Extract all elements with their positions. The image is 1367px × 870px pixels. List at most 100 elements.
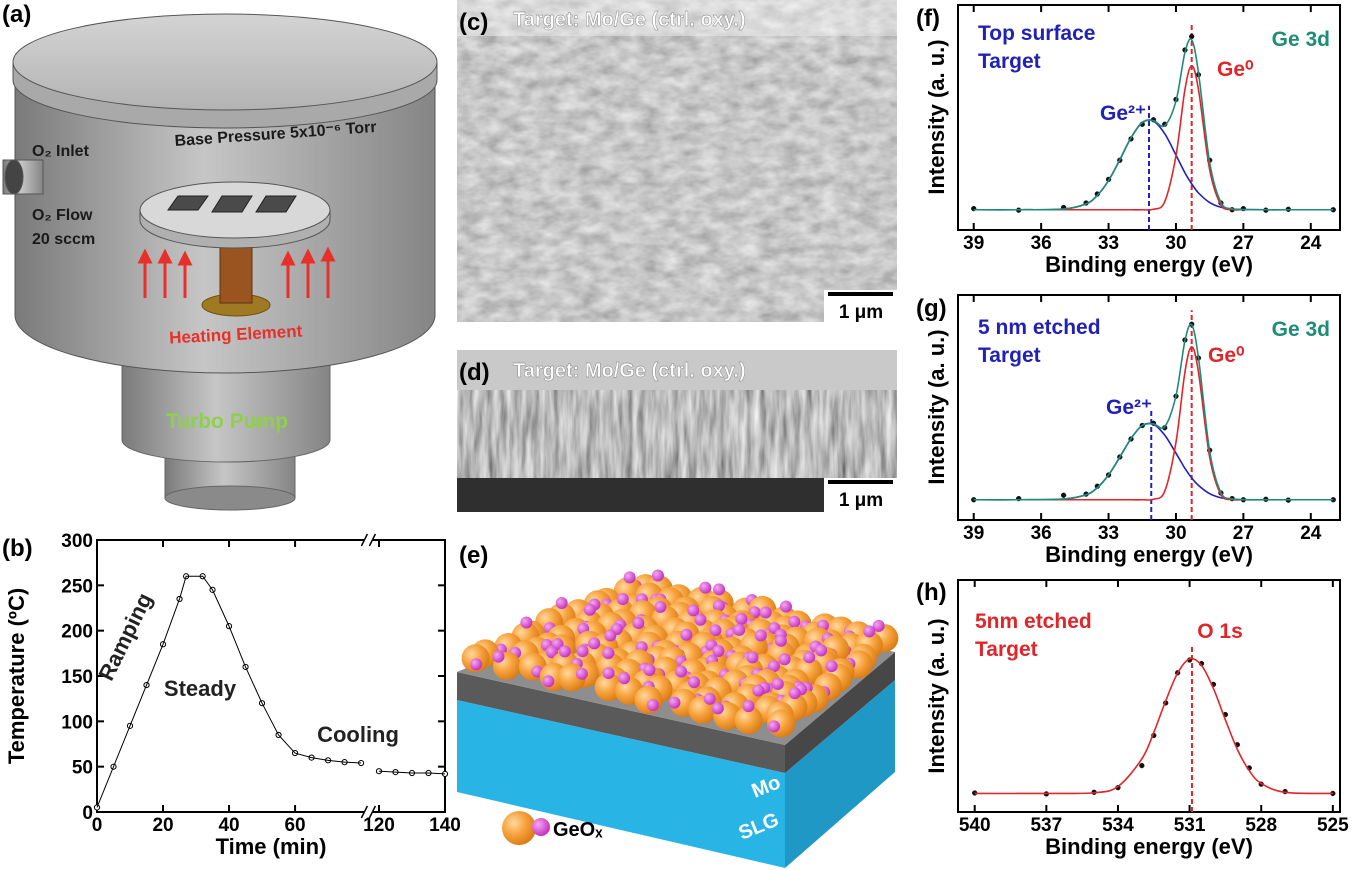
caption-band xyxy=(457,0,897,36)
panel-label: (f) xyxy=(916,5,940,32)
annotation: Ge²⁺ xyxy=(1106,396,1152,419)
x-axis-title: Binding energy (eV) xyxy=(1045,252,1253,277)
geox-dot xyxy=(735,612,748,625)
series-line xyxy=(973,64,1334,211)
x-axis-title: Binding energy (eV) xyxy=(1045,834,1253,859)
x-tick-label: 24 xyxy=(1300,233,1322,254)
series-line xyxy=(973,323,1334,501)
geox-dot xyxy=(712,644,725,657)
geox-dot xyxy=(675,665,688,678)
x-tick-label: 528 xyxy=(1245,815,1277,836)
geox-dot xyxy=(771,677,784,690)
axis-break xyxy=(360,533,377,547)
x-tick-label: 0 xyxy=(92,815,103,836)
panel-label: (e) xyxy=(459,542,488,569)
x-tick-label: 33 xyxy=(1098,233,1119,254)
geox-dot xyxy=(680,628,693,641)
annotation: Target xyxy=(975,638,1038,661)
geox-dot xyxy=(759,606,772,619)
y-tick-label: 300 xyxy=(61,531,93,552)
geox-dot xyxy=(754,629,767,642)
geox-dot xyxy=(687,604,700,617)
inlet-label: O₂ Inlet xyxy=(32,143,90,160)
geox-dot xyxy=(774,634,787,647)
geox-dot xyxy=(646,698,659,711)
x-tick-label: 36 xyxy=(1031,523,1052,544)
heat-arrows xyxy=(137,246,336,298)
annotation: Ge 3d xyxy=(1272,318,1330,341)
x-tick-label: 39 xyxy=(963,233,984,254)
panel-d: (d) Target: Mo/Ge (ctrl. oxy.) 1 μm xyxy=(457,350,897,512)
inlet-opening xyxy=(4,159,24,195)
x-tick-label: 537 xyxy=(1030,815,1062,836)
geox-dot xyxy=(555,597,568,610)
pump-base-bottom xyxy=(164,485,296,511)
geox-dot xyxy=(576,645,589,658)
panel-e: (e) Mo SLG GeOₓ xyxy=(457,542,899,868)
geox-dot xyxy=(575,667,588,680)
axis-break-gap xyxy=(364,809,373,815)
x-tick-label: 40 xyxy=(218,815,239,836)
geox-dot xyxy=(767,660,780,673)
data-point xyxy=(1139,762,1145,769)
annotation: Ge⁰ xyxy=(1208,344,1245,367)
geox-dot xyxy=(542,675,555,688)
annotation: Target xyxy=(978,344,1041,367)
y-tick-label: 100 xyxy=(61,712,93,733)
geox-dot xyxy=(602,647,615,660)
y-axis-title: Intensity (a. u.) xyxy=(924,329,949,484)
geox-dot xyxy=(788,687,801,700)
y-axis-title: Intensity (a. u.) xyxy=(924,618,949,773)
y-axis-title: Intensity (a. u.) xyxy=(924,39,949,194)
caption: Target: Mo/Ge (ctrl. oxy.) xyxy=(513,360,746,382)
y-axis-title: Temperature (ºC) xyxy=(4,588,29,764)
annotation: Top surface xyxy=(978,22,1095,45)
geox-particles xyxy=(461,569,899,738)
cross-section xyxy=(457,390,897,478)
geox-dot xyxy=(668,696,681,709)
x-tick-label: 36 xyxy=(1031,233,1052,254)
x-tick-label: 27 xyxy=(1233,523,1254,544)
annotation: Ge²⁺ xyxy=(1100,102,1146,125)
lid xyxy=(12,13,438,111)
slg-front xyxy=(457,700,785,868)
geox-dot xyxy=(778,653,791,666)
axis-break xyxy=(360,805,377,819)
geox-dot xyxy=(712,599,725,612)
geox-dot xyxy=(733,623,746,636)
legend-label: GeOₓ xyxy=(553,819,603,841)
axis-break-gap xyxy=(364,537,373,543)
legend-dot xyxy=(532,818,550,836)
geox-dot xyxy=(583,603,596,616)
x-tick-label: 140 xyxy=(429,815,461,836)
scale-label: 1 μm xyxy=(839,490,883,511)
geox-ball xyxy=(634,685,663,714)
caption: Target: Mo/Ge (ctrl. oxy.) xyxy=(513,9,746,31)
x-axis-title: Binding energy (eV) xyxy=(1045,542,1253,567)
x-axis-title: Time (min) xyxy=(216,834,327,859)
panel-label: (c) xyxy=(459,9,488,36)
geox-dot xyxy=(711,702,724,715)
annotation: 5nm etched xyxy=(975,610,1092,633)
geox-dot xyxy=(788,615,801,628)
x-tick-label: 60 xyxy=(284,815,305,836)
geox-dot xyxy=(643,663,656,676)
geox-dot xyxy=(746,651,759,664)
geox-dot xyxy=(588,637,601,650)
annotation: 5 nm etched xyxy=(978,316,1101,339)
geox-dot xyxy=(545,646,558,659)
panel-a: (a) Base Pressure 5x10⁻⁶ Torr O₂ Inlet O… xyxy=(2,1,438,511)
geox-ball xyxy=(461,644,490,673)
legend-ball xyxy=(502,811,536,845)
geox-dot xyxy=(872,619,885,632)
panel-label: (d) xyxy=(459,359,490,386)
geox-dot xyxy=(709,624,722,637)
flow-rate: 20 sccm xyxy=(32,231,95,248)
data-point xyxy=(1060,492,1067,498)
geox-dot xyxy=(558,645,571,658)
geox-dot xyxy=(694,613,707,626)
geox-dot xyxy=(815,644,828,657)
x-tick-label: 20 xyxy=(152,815,173,836)
geox-dot xyxy=(623,571,636,584)
